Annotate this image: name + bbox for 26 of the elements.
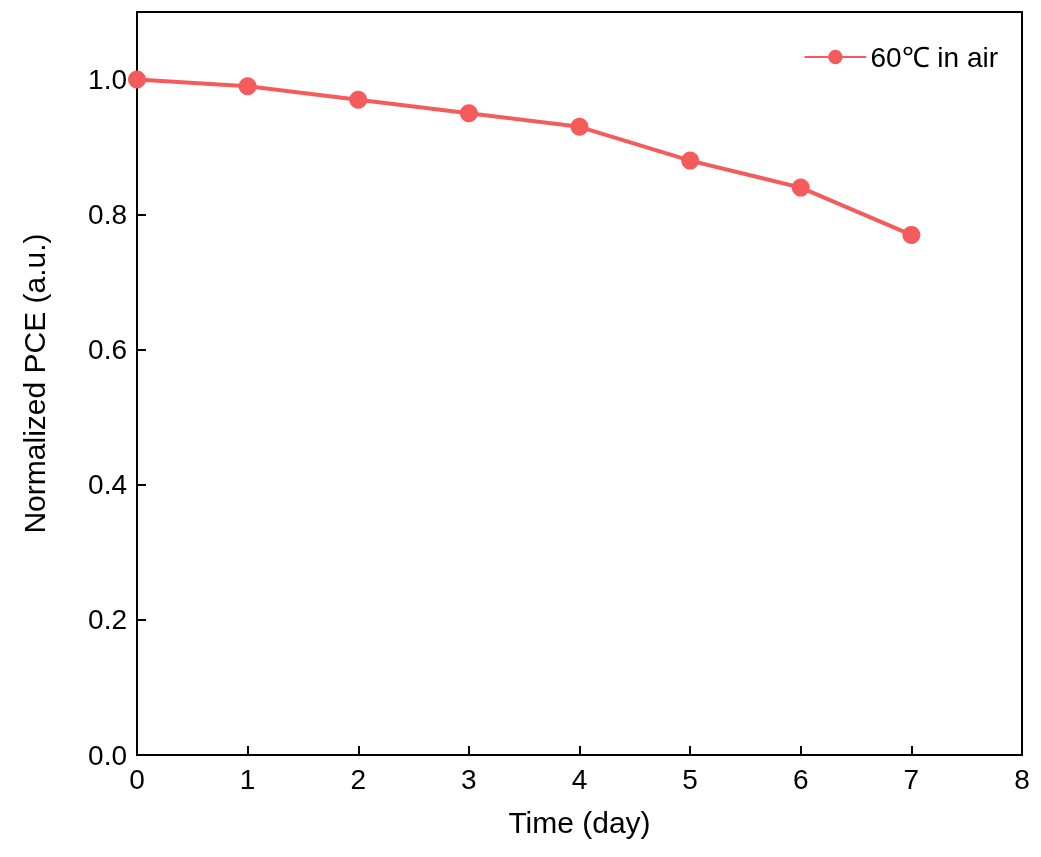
point — [570, 117, 589, 136]
x-tick-label: 4 — [571, 763, 588, 795]
y-tick-label: 0.4 — [88, 469, 127, 501]
x-axis-title: Time (day) — [508, 805, 651, 839]
y-tick-label: 0.8 — [88, 199, 127, 231]
point — [902, 225, 921, 244]
x-tick-label: 1 — [239, 763, 256, 795]
y-tick-label: 0.2 — [88, 604, 127, 636]
y-tick-label: 0.6 — [88, 334, 127, 366]
x-tick-label: 5 — [682, 763, 698, 795]
y-axis-title: Normalized PCE (a.u.) — [17, 233, 51, 534]
y-tick-label: 1.0 — [88, 64, 127, 96]
point — [238, 77, 257, 96]
x-tick-label: 3 — [461, 763, 477, 795]
point — [128, 70, 146, 89]
point — [459, 104, 478, 123]
x-tick-label: 8 — [1014, 763, 1030, 795]
x-tick-label: 6 — [792, 763, 809, 795]
y-tick-label: 0.0 — [88, 739, 127, 771]
x-tick-label: 2 — [350, 763, 367, 795]
x-tick-label: 7 — [903, 763, 920, 795]
point — [791, 178, 810, 197]
point — [681, 151, 700, 170]
point — [349, 90, 368, 109]
legend-label: 60℃ in air — [870, 41, 999, 73]
x-tick-label: 0 — [129, 763, 145, 795]
